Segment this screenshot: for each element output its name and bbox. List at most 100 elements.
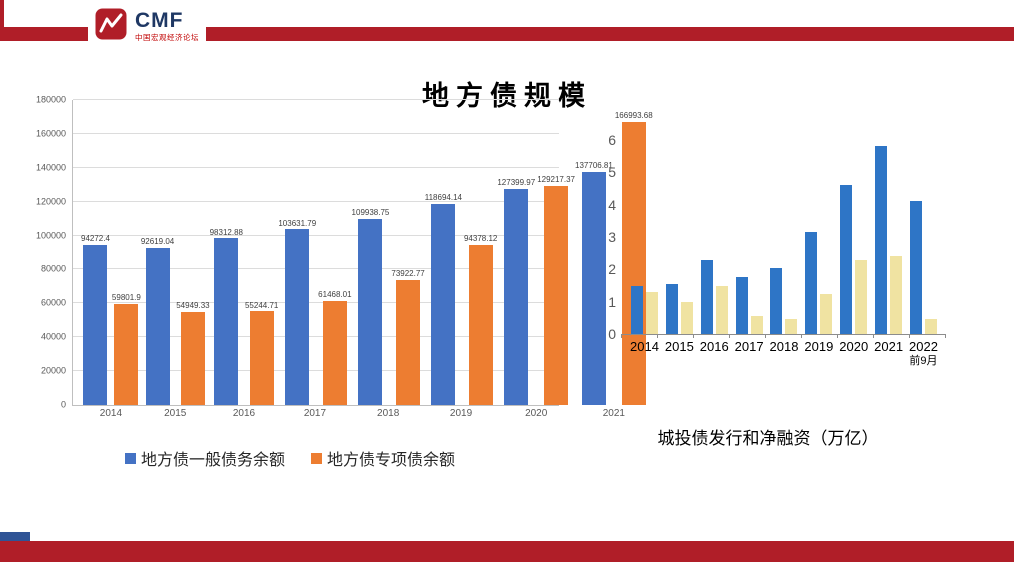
x-tick-label: 2014: [99, 408, 123, 419]
bar-group: 98312.88 55244.71 2016: [210, 100, 279, 419]
bar-value-label: 118694.14: [424, 193, 462, 203]
gridline: [73, 268, 559, 270]
bar-group: 109938.75 73922.77 2018: [352, 100, 425, 419]
bar: [785, 319, 798, 334]
bar: [665, 283, 678, 334]
bar-value-label: 103631.79: [278, 218, 317, 228]
right-chart-y-axis: 0 1 2 3 4 5 6: [598, 133, 622, 341]
cmf-logo-text: CMF 中国宏观经济论坛: [135, 10, 199, 42]
bar: [431, 203, 456, 405]
bar-group: 92619.04 54949.33 2015: [141, 100, 210, 419]
x-tick-label: 2019: [449, 408, 473, 419]
legend-swatch-blue: [124, 452, 136, 464]
left-red-accent: [0, 0, 4, 41]
bar: [504, 189, 529, 405]
x-axis-tick: [728, 334, 730, 338]
bar: [855, 259, 868, 334]
top-red-band: [0, 27, 1014, 41]
bar: [805, 232, 818, 334]
x-tick-label: 2018: [377, 408, 400, 419]
bar: [621, 122, 646, 405]
bar-value-label: 127399.97: [497, 178, 536, 188]
bar: [909, 201, 922, 334]
x-axis-tick: [692, 334, 694, 338]
bar-value-label: 55244.71: [244, 300, 279, 310]
bar: [249, 311, 274, 405]
y-tick-label: 100000: [35, 230, 66, 241]
x-tick-label: 2015: [664, 339, 694, 354]
bar: [680, 301, 693, 334]
gridline: [73, 132, 559, 134]
bar: [630, 285, 643, 334]
bar-groups: 2014 2015 2016 2017 2018 2019 2020 2021 2022 前9月: [622, 140, 946, 367]
bar-group: 2021: [874, 140, 903, 367]
right-chart-caption: 城投债发行和净融资（万亿）: [657, 429, 879, 448]
y-tick-label: 80000: [40, 263, 66, 274]
bar: [750, 316, 763, 334]
bar: [715, 285, 728, 334]
left-chart-y-axis: 0 20000 40000 60000 80000 100000 120000 140000 1…: [26, 95, 72, 409]
bar-group: 2018: [769, 140, 799, 367]
bar: [214, 238, 239, 405]
bar-value-label: 98312.88: [209, 227, 243, 237]
bar: [890, 256, 903, 334]
bar: [285, 229, 310, 405]
x-tick-label: 2015: [164, 408, 187, 419]
y-tick-label: 6: [608, 132, 616, 148]
right-chart-plot-area: 2014 2015 2016 2017 2018 2019 2020 2021 2022 前9月: [621, 140, 946, 367]
x-tick-label: 2018: [769, 339, 799, 354]
y-tick-label: 5: [608, 164, 616, 181]
bar-group: 103631.79 61468.01 2017: [278, 100, 351, 419]
gridline: [73, 336, 559, 338]
bar-value-label: 59801.9: [111, 292, 141, 302]
x-tick-label: 2016: [232, 408, 256, 419]
bar-group: 2019: [804, 140, 833, 367]
x-axis-tick: [656, 334, 658, 338]
bottom-red-band: [0, 541, 1014, 562]
urban-investment-bond-chart: 0 1 2 3 4 5 6 2014 2015 2016 2017 2018 2019 2020 2021…: [598, 133, 946, 367]
bar: [114, 303, 139, 405]
bar: [645, 291, 658, 334]
gridline: [73, 302, 559, 304]
y-tick-label: 0: [60, 399, 66, 410]
bar-value-label: 94272.4: [81, 234, 110, 244]
bar-value-label: 54949.33: [176, 301, 210, 311]
bar-value-label: 166993.68: [614, 111, 653, 121]
y-tick-label: 4: [608, 196, 616, 213]
bar: [83, 245, 108, 405]
x-axis-tick: [836, 334, 838, 338]
cmf-logo: CMF 中国宏观经济论坛: [88, 3, 206, 49]
bar: [875, 146, 888, 334]
x-tick-label: 2014: [630, 339, 659, 354]
y-tick-label: 2: [608, 261, 616, 278]
bar: [396, 279, 421, 405]
x-tick-label: 2021: [602, 408, 625, 419]
legend-item-general-debt: 地方债一般债务余额: [124, 446, 285, 470]
y-tick-label: 120000: [35, 196, 66, 207]
x-axis-tick: [945, 334, 946, 338]
x-tick-label: 2016: [699, 339, 729, 354]
bar-value-label: 137706.81: [575, 160, 613, 170]
bar-group: 2016: [700, 140, 729, 367]
x-axis-tick: [873, 334, 874, 338]
bar-value-label: 92619.04: [140, 237, 175, 247]
bar-group: 94272.4 59801.9 2014: [81, 100, 141, 419]
legend-label-general-debt: 地方债一般债务余额: [140, 452, 285, 469]
bar: [544, 186, 569, 405]
y-tick-label: 60000: [40, 297, 66, 308]
bar-group: 2014: [630, 140, 659, 367]
bar-groups: 94272.4 59801.9 2014 92619.04 54949.33 2015 98…: [73, 100, 653, 419]
x-axis-tick: [908, 334, 910, 338]
bar: [180, 311, 205, 405]
x-tick-label: 2017: [303, 408, 327, 419]
y-tick-label: 180000: [35, 94, 66, 105]
gridline: [73, 99, 559, 100]
x-axis-note: 前9月: [909, 355, 938, 367]
gridline: [73, 370, 559, 372]
cmf-subtitle: 中国宏观经济论坛: [135, 33, 199, 43]
gridline: [73, 166, 559, 168]
y-tick-label: 160000: [35, 128, 66, 139]
gridline: [73, 234, 559, 236]
left-chart-legend: 地方债一般债务余额 地方债专项债余额: [30, 446, 550, 470]
